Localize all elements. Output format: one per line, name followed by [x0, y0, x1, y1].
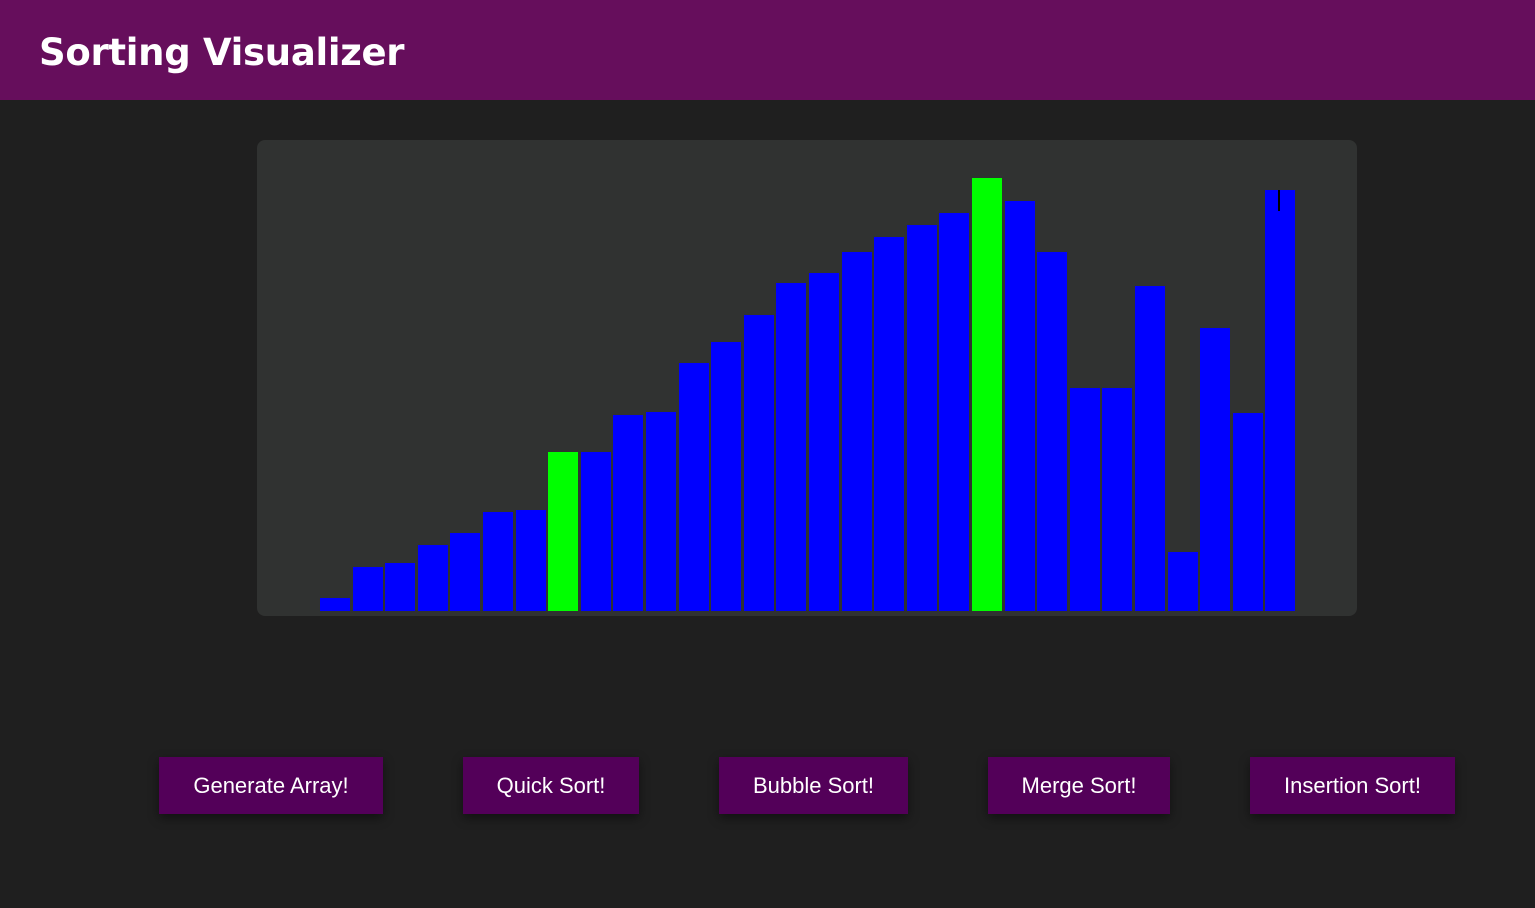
array-bar: [580, 452, 611, 611]
quick-sort-button[interactable]: Quick Sort!: [463, 757, 639, 814]
bubble-sort-button[interactable]: Bubble Sort!: [719, 757, 908, 814]
page-title: Sorting Visualizer: [39, 31, 405, 74]
array-bar: [743, 315, 774, 611]
array-bar: [450, 533, 481, 611]
array-bar: [1069, 388, 1100, 611]
array-bar: [1167, 552, 1198, 611]
array-bar: [646, 412, 676, 611]
text-cursor: [1278, 190, 1280, 211]
array-bar: [1135, 286, 1165, 611]
array-bar: [385, 563, 416, 611]
array-bar: [548, 452, 579, 611]
array-bar: [352, 567, 383, 611]
array-bar: [515, 510, 546, 611]
insertion-sort-button[interactable]: Insertion Sort!: [1250, 757, 1455, 814]
visualizer-panel: [257, 140, 1357, 616]
array-bar: [1037, 252, 1068, 611]
array-bar: [711, 342, 742, 611]
array-bar: [906, 225, 937, 611]
array-bar: [678, 363, 709, 611]
array-bars: [320, 140, 1300, 611]
array-bar: [939, 213, 970, 611]
array-bar: [1004, 201, 1035, 611]
array-bar: [613, 415, 644, 611]
array-bar: [417, 545, 448, 611]
array-bar: [1232, 413, 1263, 611]
array-bar: [972, 178, 1002, 611]
array-bar: [1200, 328, 1231, 611]
array-bar: [841, 252, 872, 611]
array-bar: [320, 598, 350, 611]
array-bar: [483, 512, 513, 611]
array-bar: [874, 237, 905, 611]
array-bar: [1102, 388, 1133, 611]
merge-sort-button[interactable]: Merge Sort!: [988, 757, 1170, 814]
array-bar: [1265, 190, 1296, 611]
array-bar: [776, 283, 807, 611]
app-header: Sorting Visualizer: [0, 0, 1535, 100]
array-bar: [809, 273, 839, 611]
generate-array-button[interactable]: Generate Array!: [159, 757, 383, 814]
